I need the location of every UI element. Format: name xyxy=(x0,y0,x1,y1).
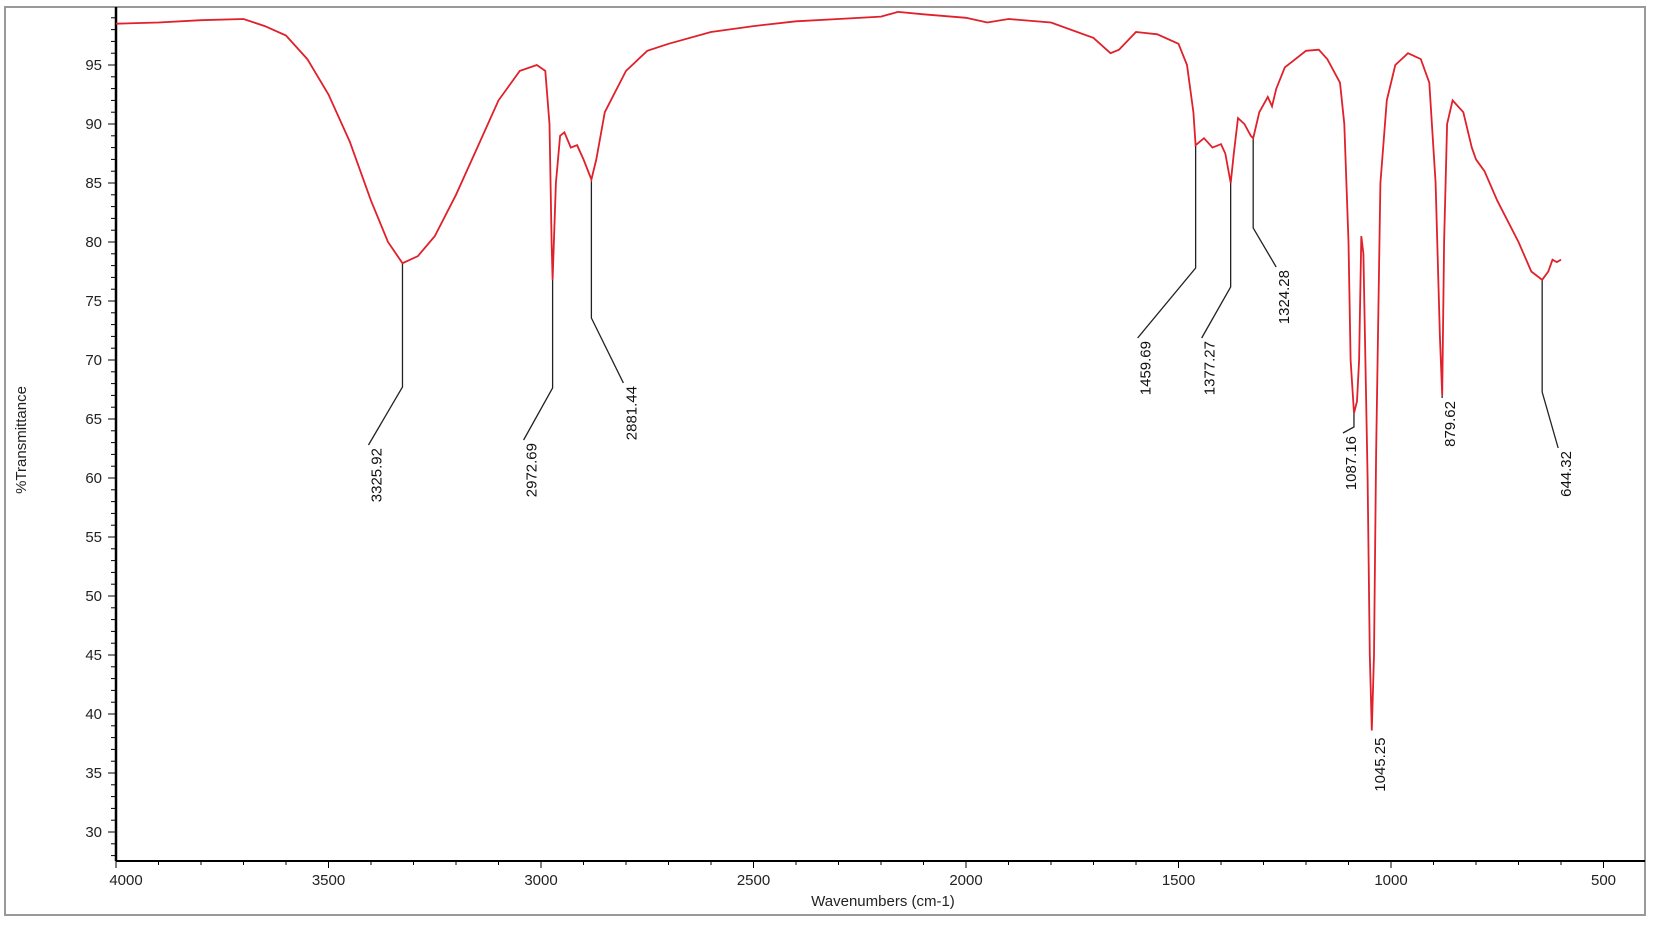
x-tick-label: 2000 xyxy=(949,872,982,889)
peak-labels: 3325.92 2972.69 2881.44 1459.69 1377.27 1324.… xyxy=(368,270,1575,792)
y-tick-label: 85 xyxy=(85,175,102,192)
y-tick-label: 55 xyxy=(85,529,102,546)
x-axis-title: Wavenumbers (cm-1) xyxy=(811,893,955,910)
x-tick-label: 3000 xyxy=(524,872,557,889)
peak-label: 1324.28 xyxy=(1276,270,1293,324)
y-tick-label: 70 xyxy=(85,352,102,369)
peak-leader-line xyxy=(1201,183,1232,339)
peak-label: 1459.69 xyxy=(1138,341,1155,395)
peak-leader-line xyxy=(367,263,404,446)
peak-leader-line xyxy=(1252,138,1277,268)
peak-leader-line xyxy=(590,179,624,384)
peak-label: 2881.44 xyxy=(623,386,640,440)
peak-label: 1087.16 xyxy=(1343,436,1360,490)
y-tick-label: 45 xyxy=(85,647,102,664)
y-axis-title: %Transmittance xyxy=(13,386,30,494)
peak-label: 2972.69 xyxy=(524,443,541,497)
y-tick-label: 35 xyxy=(85,765,102,782)
peak-label: 3325.92 xyxy=(368,448,385,502)
peak-leader-line xyxy=(1541,279,1559,449)
x-tick-label: 500 xyxy=(1591,872,1616,889)
x-tick-label: 1000 xyxy=(1374,872,1407,889)
x-tick-label: 4000 xyxy=(109,872,142,889)
y-tick-label: 75 xyxy=(85,293,102,310)
y-tick-label: 90 xyxy=(85,116,102,133)
peak-leader-line xyxy=(1342,413,1355,434)
peak-label: 1377.27 xyxy=(1202,341,1219,395)
y-tick-label: 60 xyxy=(85,470,102,487)
peak-leader-line xyxy=(523,279,554,441)
y-tick-label: 40 xyxy=(85,706,102,723)
peak-label: 1045.25 xyxy=(1372,738,1389,792)
y-tick-label: 95 xyxy=(85,57,102,74)
chart-frame xyxy=(4,6,1646,916)
peak-label: 879.62 xyxy=(1442,401,1459,447)
y-tick-label: 30 xyxy=(85,824,102,841)
y-axis-ticks: 30 35 40 45 50 55 60 65 70 75 80 85 90 95 xyxy=(85,17,116,857)
x-tick-label: 1500 xyxy=(1162,872,1195,889)
y-tick-label: 65 xyxy=(85,411,102,428)
y-tick-label: 80 xyxy=(85,234,102,251)
x-tick-label: 2500 xyxy=(737,872,770,889)
y-tick-label: 50 xyxy=(85,588,102,605)
peak-leader-line xyxy=(1137,145,1197,339)
x-tick-label: 3500 xyxy=(312,872,345,889)
x-axis-ticks: 4000 3500 3000 2500 2000 1500 1000 500 xyxy=(109,861,1616,889)
peak-leader-lines xyxy=(367,138,1559,449)
peak-label: 644.32 xyxy=(1558,451,1575,497)
spectrum-line xyxy=(115,10,1562,731)
